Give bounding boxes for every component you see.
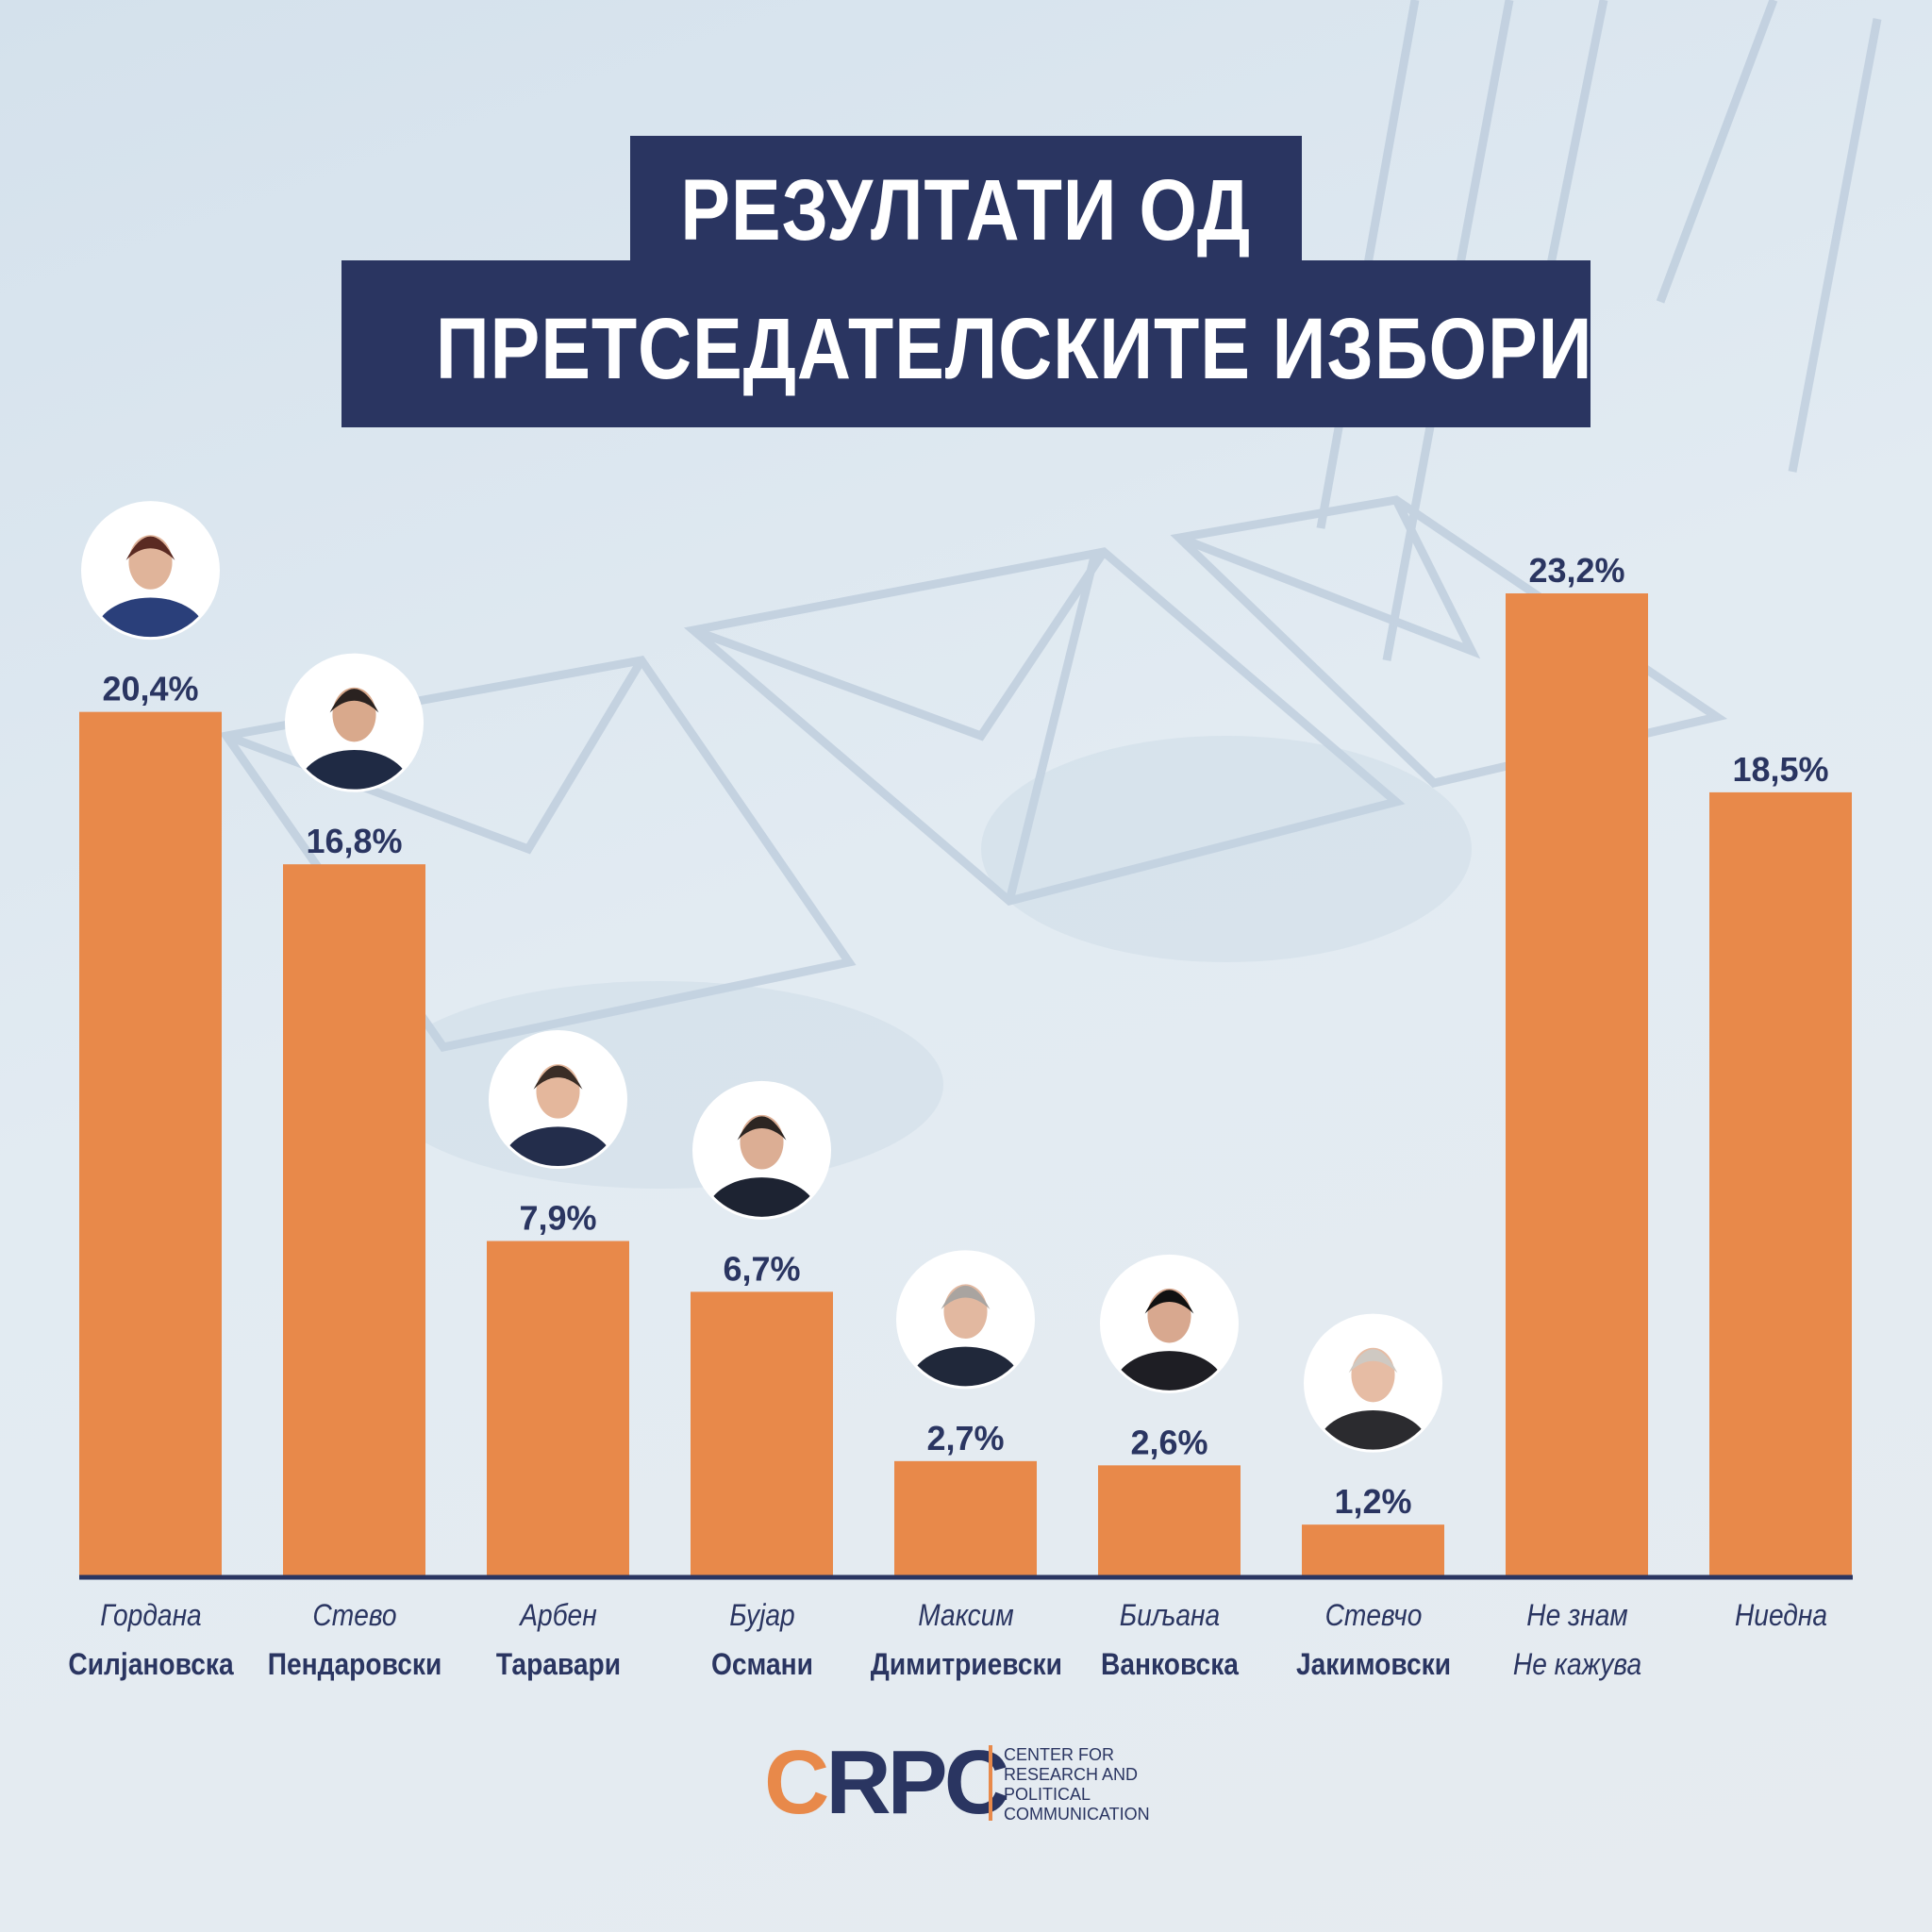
title-line-1-text: РЕЗУЛТАТИ ОД [680,162,1252,258]
category-label-7-line-1: Не знам [1525,1598,1628,1632]
candidate-photo-4 [896,1250,1035,1390]
category-label-0: Гордана Силјановска [42,1591,259,1689]
bar-4 [894,1460,1037,1575]
logo-text-line: POLITICAL [1004,1785,1091,1804]
bar-3 [691,1291,833,1575]
bar-6 [1302,1524,1444,1575]
value-label-2: 7,9% [519,1199,596,1238]
category-label-1-line-2: Пендаровски [267,1647,441,1681]
bar-1 [283,864,425,1575]
category-label-3-line-2: Османи [710,1647,813,1681]
category-label-0-line-2: Силјановска [67,1647,234,1681]
logo-text: CENTER FOR RESEARCH AND POLITICAL COMMUNICA… [1004,1745,1183,1824]
category-label-1-line-1: Стево [311,1598,397,1632]
category-label-5-line-1: Биљана [1119,1598,1220,1632]
category-label-4-line-1: Максим [917,1598,1014,1632]
logo-text-line: CENTER FOR [1004,1745,1114,1764]
value-label-3: 6,7% [723,1249,800,1288]
category-label-6-line-1: Стевчо [1324,1598,1422,1632]
value-label-4: 2,7% [926,1419,1004,1457]
value-label-6: 1,2% [1334,1482,1411,1521]
category-label-6-line-2: Јакимовски [1295,1647,1451,1681]
title-line-1: РЕЗУЛТАТИ ОД [630,136,1302,272]
bar-5 [1098,1465,1241,1575]
category-label-5: Биљана Ванковска [1061,1591,1278,1689]
crpc-logo: CRPC CENTER FOR RESEARCH AND POLITICAL COMM… [764,1736,1179,1830]
value-label-8: 18,5% [1732,750,1828,789]
title-line-2-text: ПРЕТСЕДАТЕЛСКИТЕ ИЗБОРИ [435,301,1593,397]
category-label-3: Бујар Османи [654,1591,871,1689]
candidate-photo-0 [81,501,220,641]
category-label-2: Арбен Таравари [450,1591,667,1689]
category-label-3-line-1: Бујар [728,1598,795,1632]
candidate-photo-3 [692,1080,831,1220]
value-label-7: 23,2% [1528,551,1624,590]
category-label-4-line-2: Димитриевски [870,1647,1062,1681]
value-label-1: 16,8% [306,822,402,860]
bar-8 [1709,791,1852,1575]
title-line-2: ПРЕТСЕДАТЕЛСКИТЕ ИЗБОРИ [341,260,1591,427]
logo-mark: CRPC [764,1732,1009,1833]
logo-text-line: COMMUNICATION [1004,1805,1150,1824]
category-label-8-line-1: Ниедна [1734,1598,1827,1632]
category-label-2-line-2: Таравари [495,1647,621,1681]
category-label-2-line-1: Арбен [519,1598,597,1632]
bar-0 [79,711,222,1575]
logo-divider [989,1745,992,1821]
value-label-5: 2,6% [1130,1423,1208,1461]
candidate-photo-6 [1304,1313,1442,1453]
bar-2 [487,1241,629,1575]
logo-text-line: RESEARCH AND [1004,1765,1139,1784]
category-label-7: Не знам Не кажува [1469,1591,1686,1689]
category-label-5-line-2: Ванковска [1100,1647,1239,1681]
bar-7 [1506,593,1648,1575]
category-label-1: Стево Пендаровски [246,1591,463,1689]
category-label-7-line-2: Не кажува [1512,1647,1641,1681]
value-label-0: 20,4% [102,670,198,708]
category-label-4: Максим Димитриевски [858,1591,1074,1689]
category-label-8: Ниедна [1673,1591,1890,1640]
category-label-0-line-1: Гордана [99,1598,202,1632]
candidate-photo-2 [489,1030,627,1170]
candidate-photo-1 [285,653,424,792]
category-label-6: Стевчо Јакимовски [1265,1591,1482,1689]
candidate-photo-5 [1100,1254,1239,1393]
